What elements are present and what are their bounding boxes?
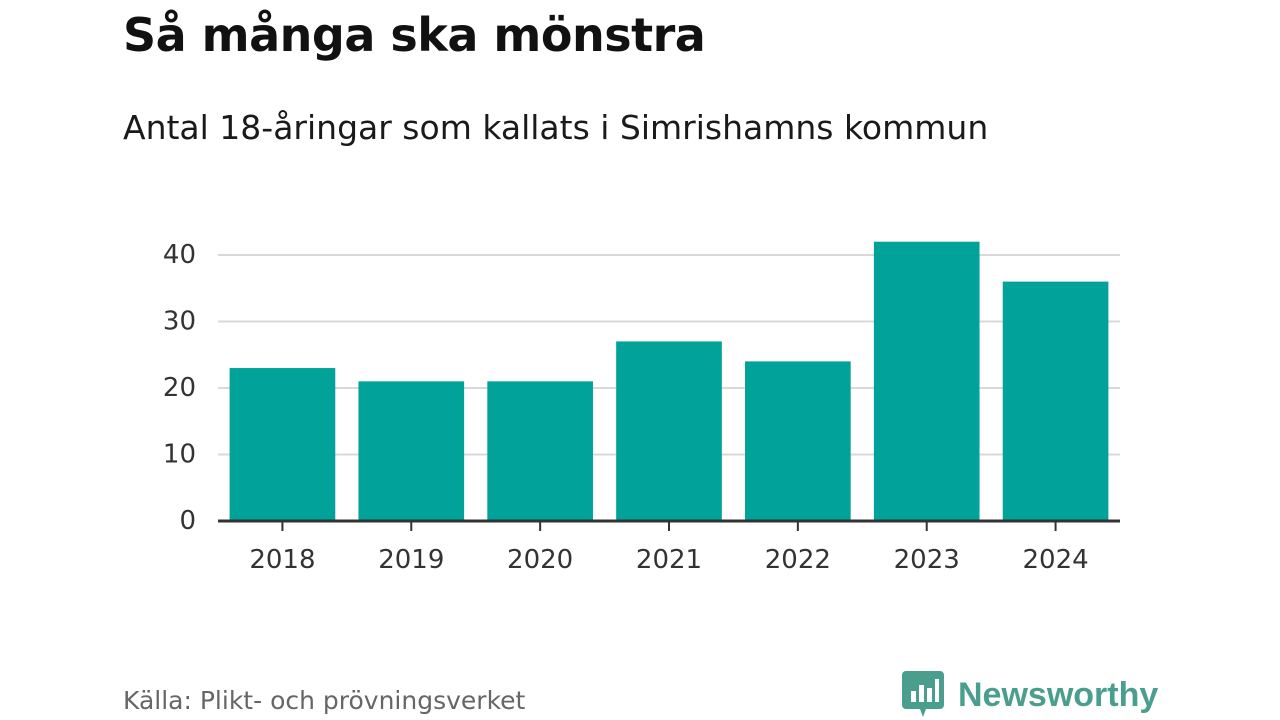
- y-tick-label: 30: [163, 307, 196, 337]
- bar-2022: [745, 361, 851, 521]
- bar-2020: [487, 381, 593, 521]
- x-tick-label: 2019: [378, 545, 444, 575]
- chart-title: Så många ska mönstra: [123, 8, 706, 62]
- source-note: Källa: Plikt- och prövningsverket: [123, 686, 526, 715]
- x-tick-label: 2018: [249, 545, 315, 575]
- y-tick-labels: 0 10 20 30 40: [163, 240, 196, 536]
- y-tick-label: 10: [163, 440, 196, 470]
- x-tick-label: 2022: [765, 545, 831, 575]
- x-tick-labels: 2018 2019 2020 2021 2022 2023 2024: [249, 545, 1088, 575]
- brand: Newsworthy: [902, 671, 1158, 719]
- x-tick-label: 2020: [507, 545, 573, 575]
- bar-2023: [873, 241, 980, 521]
- y-tick-label: 0: [179, 506, 196, 536]
- x-tick-label: 2021: [636, 545, 702, 575]
- bar-chart: 0 10 20 30 40 2018 2019 2020 2021 2022 2023 2024: [163, 240, 1120, 575]
- bar-2018: [229, 368, 336, 521]
- newsworthy-logo-icon: [902, 671, 944, 717]
- x-tick-label: 2023: [894, 545, 960, 575]
- x-tick-label: 2024: [1022, 545, 1088, 575]
- bar-2019: [358, 381, 465, 521]
- bars: [229, 241, 1109, 521]
- brand-name: Newsworthy: [958, 675, 1159, 714]
- bar-2024: [1002, 281, 1109, 521]
- y-tick-label: 40: [163, 240, 196, 270]
- bar-2021: [616, 341, 722, 521]
- y-tick-label: 20: [163, 373, 196, 403]
- chart-subtitle: Antal 18-åringar som kallats i Simrisham…: [123, 108, 989, 147]
- x-axis: [218, 519, 1120, 531]
